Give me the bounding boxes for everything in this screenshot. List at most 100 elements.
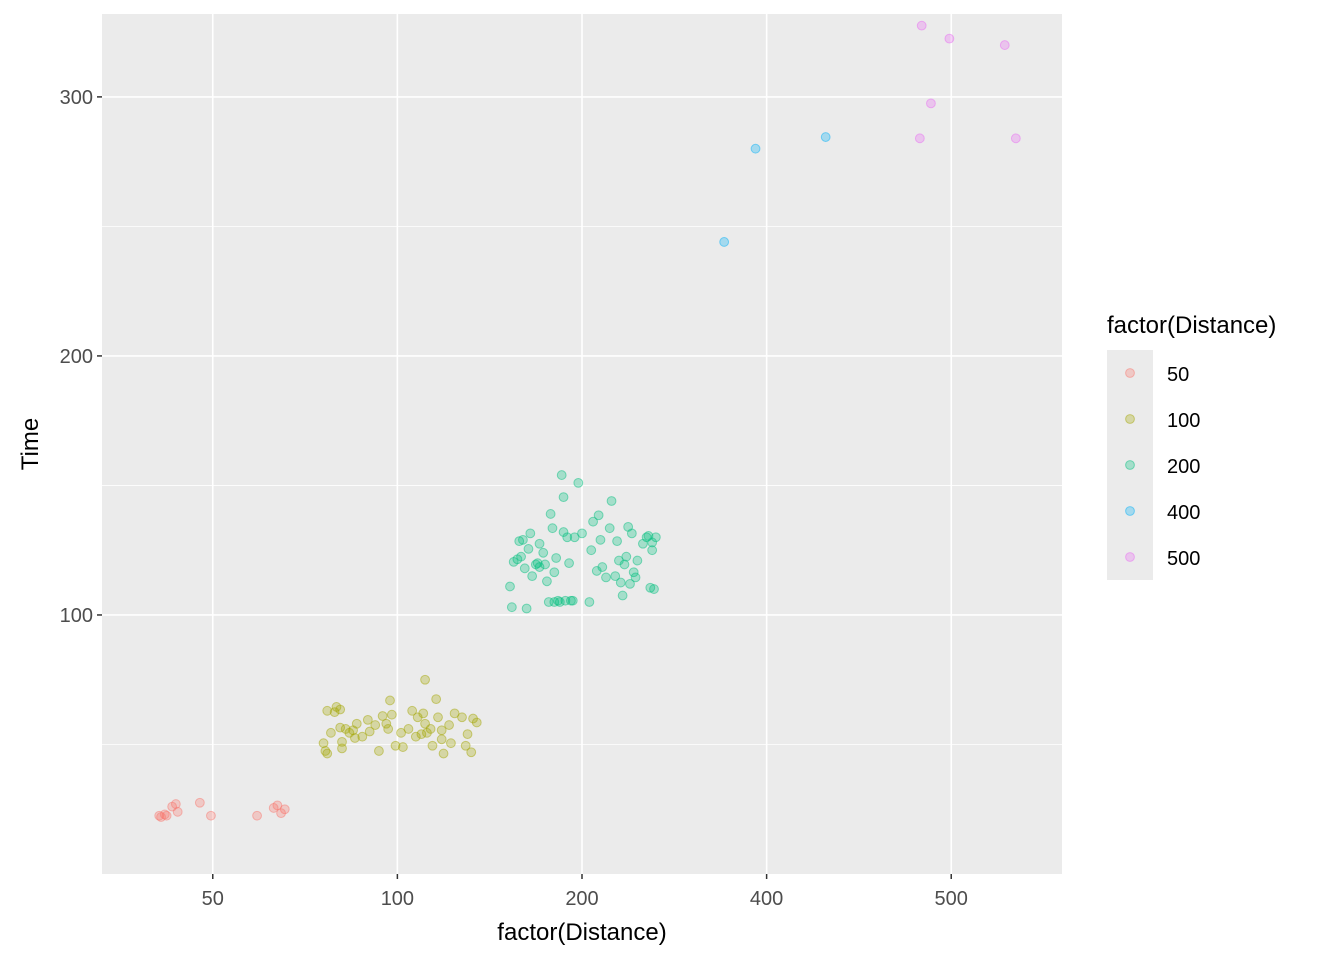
data-point [625, 578, 635, 589]
data-point [530, 559, 541, 570]
data-point [337, 743, 347, 754]
data-point [518, 534, 528, 545]
data-point [591, 566, 602, 576]
data-point [615, 577, 626, 588]
data-point [540, 559, 550, 570]
major-gridlines [102, 14, 1062, 874]
y-tick-label: 300 [60, 87, 93, 109]
data-point [276, 808, 286, 819]
data-point [326, 727, 336, 738]
data-point [457, 712, 467, 723]
x-tick-label: 50 [202, 888, 224, 910]
data-point [601, 572, 611, 583]
data-point [410, 731, 421, 742]
data-point [320, 746, 331, 756]
data-point [418, 708, 429, 719]
data-point [206, 810, 216, 821]
data-point [632, 555, 643, 566]
data-point [750, 143, 761, 154]
data-point [569, 532, 580, 543]
data-point [331, 702, 342, 712]
data-point [567, 595, 578, 606]
data-point [597, 562, 608, 572]
data-point [156, 812, 166, 822]
data-point [383, 724, 394, 734]
y-tick-label: 100 [60, 605, 93, 627]
legend-key [1125, 414, 1135, 424]
data-point [159, 809, 170, 820]
data-point [420, 718, 430, 729]
data-point [370, 720, 381, 730]
data-point [436, 734, 447, 745]
data-point [427, 740, 438, 751]
data-point [431, 694, 442, 705]
legend-key [1125, 552, 1135, 562]
data-point [999, 40, 1010, 50]
data-point [617, 590, 628, 601]
data-point [403, 724, 414, 734]
data-point [647, 545, 658, 556]
data-point [460, 740, 471, 751]
data-point [398, 742, 408, 752]
data-point [514, 536, 525, 547]
data-point [558, 492, 569, 503]
data-point [556, 470, 567, 480]
data-point [462, 729, 473, 740]
data-point [543, 597, 554, 607]
legend: factor(Distance) 50 100 200 400 500 [1107, 312, 1276, 580]
data-point [542, 576, 552, 587]
data-point [446, 738, 456, 749]
data-point [549, 597, 560, 607]
data-point [944, 33, 955, 44]
x-axis-title: factor(Distance) [497, 919, 666, 946]
data-point [547, 523, 558, 534]
data-point [545, 509, 556, 519]
data-point [519, 563, 530, 574]
data-point [525, 528, 536, 539]
data-point [577, 528, 587, 539]
data-point [322, 748, 333, 759]
data-point [350, 733, 360, 743]
data-point [630, 572, 641, 583]
data-point [468, 713, 478, 724]
data-point [914, 133, 925, 144]
data-point [335, 722, 346, 733]
data-point [553, 595, 563, 606]
data-point [194, 797, 205, 808]
data-point [593, 510, 604, 521]
data-points [154, 20, 1021, 822]
data-point [416, 729, 427, 740]
data-point [820, 132, 831, 142]
data-point [647, 537, 658, 548]
data-point [532, 558, 543, 569]
data-point [449, 708, 460, 719]
data-point [926, 98, 936, 109]
data-point [638, 538, 648, 549]
data-point [584, 597, 595, 607]
data-point [385, 695, 395, 706]
data-point [621, 551, 632, 562]
data-point [650, 532, 661, 543]
legend-label: 500 [1167, 548, 1200, 570]
data-point [344, 727, 355, 738]
x-tick-label: 500 [935, 888, 968, 910]
data-point [337, 736, 347, 747]
data-point [364, 726, 375, 737]
data-point [538, 547, 549, 558]
legend-key [1125, 368, 1135, 378]
data-point [279, 804, 290, 815]
data-point [586, 545, 597, 556]
data-point [521, 603, 532, 614]
data-point [407, 705, 418, 716]
data-point [425, 724, 436, 734]
data-point [335, 704, 346, 715]
data-point [588, 516, 598, 527]
data-point [154, 810, 165, 821]
data-point [351, 718, 362, 729]
data-point [623, 521, 634, 532]
legend-label: 100 [1167, 410, 1200, 432]
data-point [626, 528, 637, 539]
legend-label: 200 [1167, 456, 1200, 478]
data-point [170, 799, 181, 809]
data-point [161, 810, 172, 821]
